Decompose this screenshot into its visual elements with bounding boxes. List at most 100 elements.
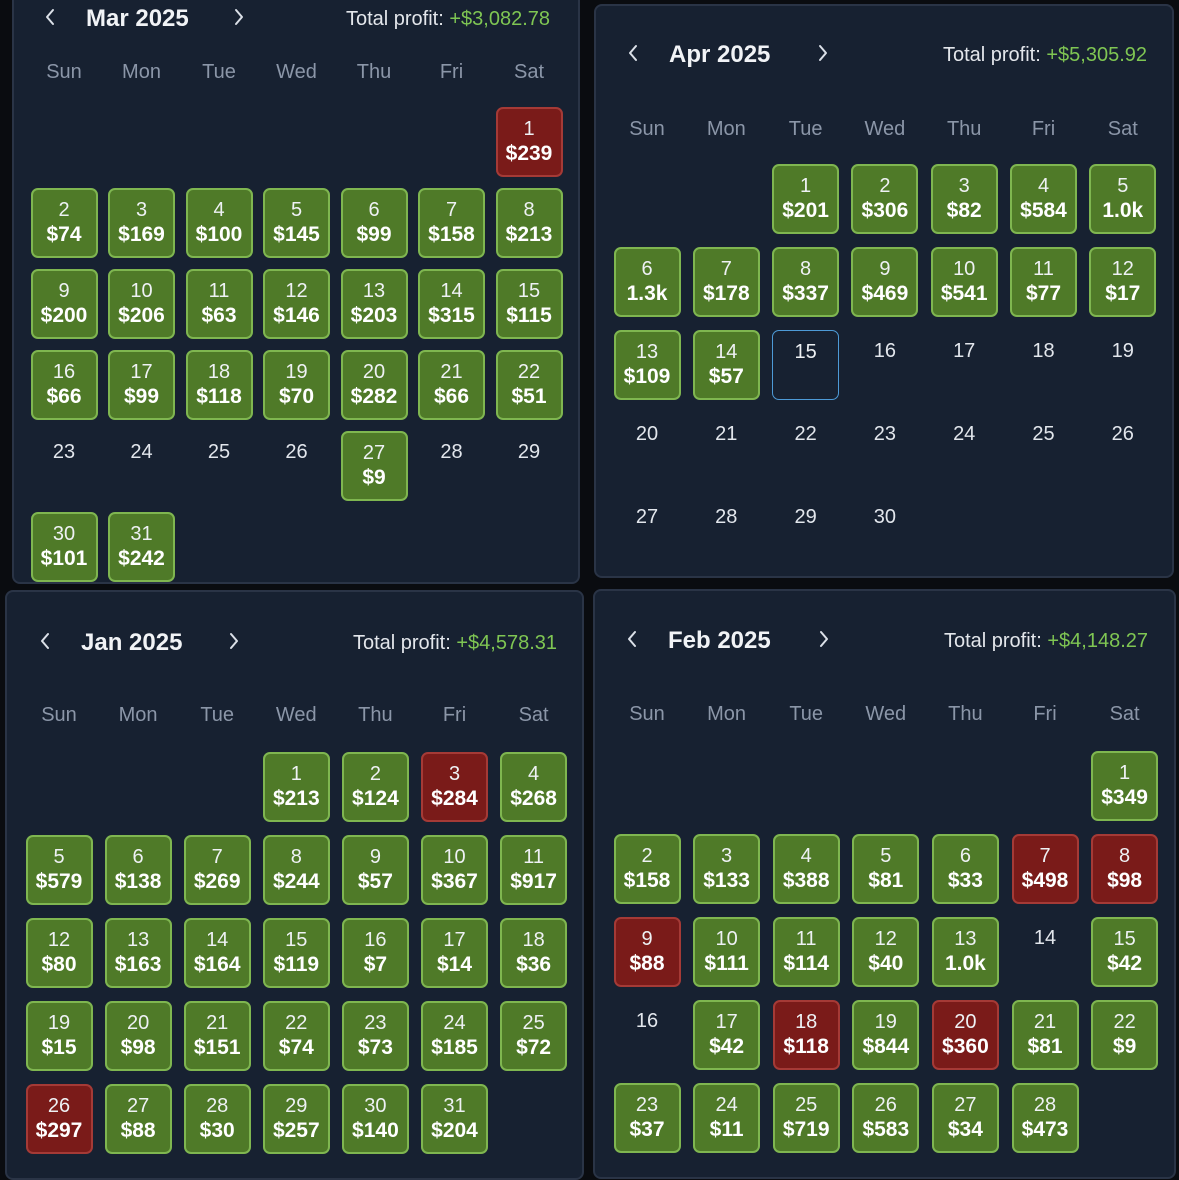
day-cell[interactable]: 17 $99 (108, 350, 175, 420)
prev-month-button[interactable] (36, 0, 64, 39)
day-cell[interactable]: 10 $111 (693, 917, 761, 987)
day-cell[interactable]: 2 $74 (30, 188, 98, 258)
day-cell[interactable]: 7 $178 (692, 247, 760, 317)
day-cell[interactable]: 14 $57 (692, 330, 760, 400)
day-cell[interactable]: 13 $109 (613, 330, 681, 400)
day-cell[interactable]: 12 $80 (25, 918, 93, 988)
day-cell[interactable]: 24 $185 (421, 1001, 488, 1071)
next-month-button[interactable] (225, 0, 253, 39)
day-cell[interactable]: 31 $204 (421, 1084, 488, 1154)
day-cell[interactable]: 22 $51 (495, 350, 563, 420)
day-cell[interactable]: 1 $239 (495, 107, 563, 177)
day-cell[interactable]: 30 $101 (30, 512, 98, 582)
prev-month-button[interactable] (619, 35, 647, 75)
day-cell[interactable]: 19 $15 (25, 1001, 93, 1071)
day-cell[interactable]: 31 $242 (108, 512, 175, 582)
day-cell[interactable]: 5 $145 (263, 188, 330, 258)
day-cell[interactable]: 19 $844 (852, 1000, 920, 1070)
day-cell[interactable]: 10 $541 (930, 247, 998, 317)
day-cell[interactable]: 23 $37 (613, 1083, 681, 1153)
day-cell[interactable]: 22 $74 (262, 1001, 330, 1071)
day-cell[interactable]: 27 $34 (931, 1083, 999, 1153)
day-cell[interactable]: 21 $151 (183, 1001, 251, 1071)
day-cell[interactable]: 6 1.3k (613, 247, 681, 317)
day-cell[interactable]: 1 $213 (262, 752, 330, 822)
next-month-button[interactable] (810, 621, 838, 661)
day-cell[interactable]: 16 $66 (30, 350, 98, 420)
day-cell[interactable]: 19 $70 (263, 350, 330, 420)
day-cell[interactable]: 13 $203 (340, 269, 408, 339)
day-cell[interactable]: 27 $9 (340, 431, 408, 501)
day-cell[interactable]: 8 $337 (772, 247, 840, 317)
day-cell[interactable]: 8 $244 (262, 835, 330, 905)
day-cell[interactable]: 12 $146 (263, 269, 330, 339)
day-cell[interactable]: 16 $7 (341, 918, 409, 988)
day-cell[interactable]: 17 $14 (421, 918, 488, 988)
day-cell[interactable]: 8 $98 (1091, 834, 1159, 904)
day-cell[interactable]: 9 $200 (30, 269, 98, 339)
day-cell[interactable]: 25 $72 (500, 1001, 568, 1071)
day-cell[interactable]: 13 1.0k (931, 917, 999, 987)
day-cell[interactable]: 6 $138 (104, 835, 172, 905)
day-cell[interactable]: 26 $583 (852, 1083, 920, 1153)
prev-month-button[interactable] (618, 621, 646, 661)
day-cell[interactable]: 28 $30 (183, 1084, 251, 1154)
day-cell[interactable]: 15 $119 (262, 918, 330, 988)
day-cell[interactable]: 9 $57 (341, 835, 409, 905)
day-cell[interactable]: 20 $360 (931, 1000, 999, 1070)
day-cell[interactable]: 11 $77 (1010, 247, 1077, 317)
day-cell[interactable]: 2 $158 (613, 834, 681, 904)
day-cell[interactable]: 2 $306 (851, 164, 919, 234)
day-cell[interactable]: 30 $140 (341, 1084, 409, 1154)
day-cell[interactable]: 6 $33 (931, 834, 999, 904)
day-cell[interactable]: 7 $158 (418, 188, 485, 258)
day-cell[interactable]: 11 $917 (500, 835, 568, 905)
day-cell[interactable]: 5 $579 (25, 835, 93, 905)
day-cell[interactable]: 17 $42 (693, 1000, 761, 1070)
day-cell[interactable]: 21 $66 (418, 350, 485, 420)
day-cell[interactable]: 3 $169 (108, 188, 175, 258)
day-cell[interactable]: 4 $268 (500, 752, 568, 822)
next-month-button[interactable] (809, 35, 837, 75)
day-cell[interactable]: 3 $133 (693, 834, 761, 904)
day-cell[interactable]: 10 $206 (108, 269, 175, 339)
day-cell[interactable]: 10 $367 (421, 835, 488, 905)
day-cell[interactable]: 9 $469 (851, 247, 919, 317)
day-cell[interactable]: 27 $88 (104, 1084, 172, 1154)
day-cell[interactable]: 12 $17 (1089, 247, 1157, 317)
day-cell[interactable]: 14 $315 (418, 269, 485, 339)
day-cell[interactable]: 22 $9 (1091, 1000, 1159, 1070)
day-cell[interactable]: 9 $88 (613, 917, 681, 987)
day-cell[interactable]: 11 $63 (185, 269, 253, 339)
day-cell[interactable]: 4 $100 (185, 188, 253, 258)
day-cell[interactable]: 3 $284 (421, 752, 488, 822)
day-cell[interactable]: 5 $81 (852, 834, 920, 904)
day-cell[interactable]: 25 $719 (772, 1083, 840, 1153)
day-cell[interactable]: 26 $297 (25, 1084, 93, 1154)
day-cell[interactable]: 20 $98 (104, 1001, 172, 1071)
day-cell[interactable]: 15 $42 (1091, 917, 1159, 987)
day-cell[interactable]: 8 $213 (495, 188, 563, 258)
next-month-button[interactable] (220, 623, 248, 663)
day-cell[interactable]: 6 $99 (340, 188, 408, 258)
day-cell[interactable]: 7 $269 (183, 835, 251, 905)
day-cell[interactable]: 1 $201 (772, 164, 840, 234)
day-cell[interactable]: 4 $388 (772, 834, 840, 904)
day-cell[interactable]: 28 $473 (1011, 1083, 1079, 1153)
day-cell[interactable]: 5 1.0k (1089, 164, 1157, 234)
day-cell[interactable]: 11 $114 (772, 917, 840, 987)
prev-month-button[interactable] (31, 623, 59, 663)
day-cell[interactable]: 15 $115 (495, 269, 563, 339)
day-cell[interactable]: 18 $118 (185, 350, 253, 420)
day-cell[interactable]: 18 $118 (772, 1000, 840, 1070)
day-cell[interactable]: 24 $11 (693, 1083, 761, 1153)
day-cell[interactable]: 21 $81 (1011, 1000, 1079, 1070)
day-cell[interactable]: 23 $73 (341, 1001, 409, 1071)
day-cell[interactable]: 3 $82 (930, 164, 998, 234)
day-cell[interactable]: 4 $584 (1010, 164, 1077, 234)
day-cell[interactable]: 20 $282 (340, 350, 408, 420)
day-cell[interactable]: 12 $40 (852, 917, 920, 987)
day-cell-today[interactable]: 15 (772, 330, 840, 400)
day-cell[interactable]: 29 $257 (262, 1084, 330, 1154)
day-cell[interactable]: 13 $163 (104, 918, 172, 988)
